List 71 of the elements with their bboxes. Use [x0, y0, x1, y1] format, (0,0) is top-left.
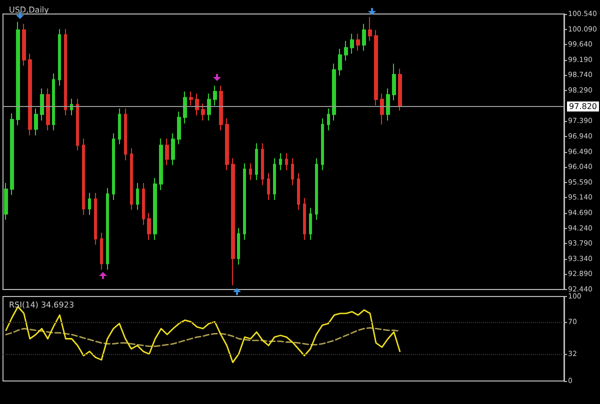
candlestick — [10, 112, 14, 196]
ref-line-label: 97.820 — [569, 102, 597, 112]
candlestick — [147, 212, 151, 240]
candlestick — [213, 85, 217, 106]
candlestick — [124, 108, 127, 161]
candlestick — [52, 73, 55, 131]
candlestick — [70, 98, 73, 116]
candlestick — [153, 177, 157, 240]
candlestick — [100, 232, 103, 270]
candlestick — [392, 63, 396, 101]
candlestick — [207, 93, 211, 121]
candlestick — [136, 182, 139, 210]
candlestick — [171, 132, 175, 166]
candlestick — [195, 93, 199, 116]
candlestick — [58, 28, 61, 86]
candlestick — [106, 188, 109, 270]
candlestick — [34, 108, 38, 136]
candlestick — [16, 21, 20, 126]
candlestick — [243, 162, 246, 240]
candlestick — [350, 33, 354, 54]
chart-title: USD,Daily — [9, 6, 50, 14]
candlestick — [261, 142, 264, 186]
candlestick — [332, 63, 336, 121]
line-series — [5, 327, 401, 348]
candlestick — [88, 192, 91, 216]
candlestick — [315, 158, 318, 220]
candlestick — [112, 132, 115, 201]
candlestick — [28, 53, 32, 136]
candlestick — [267, 172, 270, 201]
candlestick — [159, 138, 163, 191]
candlestick — [183, 91, 187, 124]
candlestick — [142, 182, 145, 226]
candlestick — [368, 16, 372, 42]
candlestick — [327, 108, 330, 131]
candlestick — [201, 102, 205, 121]
candlestick — [303, 198, 306, 240]
candlestick — [130, 148, 133, 210]
candlestick — [338, 48, 342, 76]
candlestick — [46, 88, 50, 131]
candlestick — [380, 93, 384, 126]
candlestick — [321, 118, 324, 171]
candlestick — [362, 23, 366, 52]
candlestick — [118, 108, 121, 145]
candlestick — [398, 68, 402, 112]
candlestick — [255, 142, 258, 180]
candlestick — [94, 192, 97, 246]
candlestick — [237, 227, 240, 266]
candlestick — [225, 118, 229, 171]
candlestick — [231, 158, 235, 286]
candlestick — [285, 152, 288, 171]
candlestick — [297, 172, 300, 210]
candlestick — [64, 28, 67, 116]
candlestick — [189, 91, 193, 106]
candlestick — [374, 29, 378, 106]
candlestick — [40, 88, 44, 121]
candlestick — [356, 33, 360, 52]
candlestick — [22, 23, 26, 66]
candlestick — [279, 152, 282, 171]
candlestick — [165, 138, 169, 166]
candlestick — [291, 158, 294, 186]
candlestick — [76, 98, 79, 151]
text: RSI(14) 34.6923 — [9, 300, 74, 310]
candlestick — [273, 158, 276, 201]
candlestick — [219, 85, 223, 131]
candlestick — [249, 162, 252, 180]
candlestick — [309, 207, 312, 240]
candlestick — [4, 182, 8, 220]
candlestick — [344, 40, 348, 62]
candlestick — [386, 88, 390, 121]
candlestick — [82, 138, 85, 216]
candlestick — [177, 111, 181, 145]
